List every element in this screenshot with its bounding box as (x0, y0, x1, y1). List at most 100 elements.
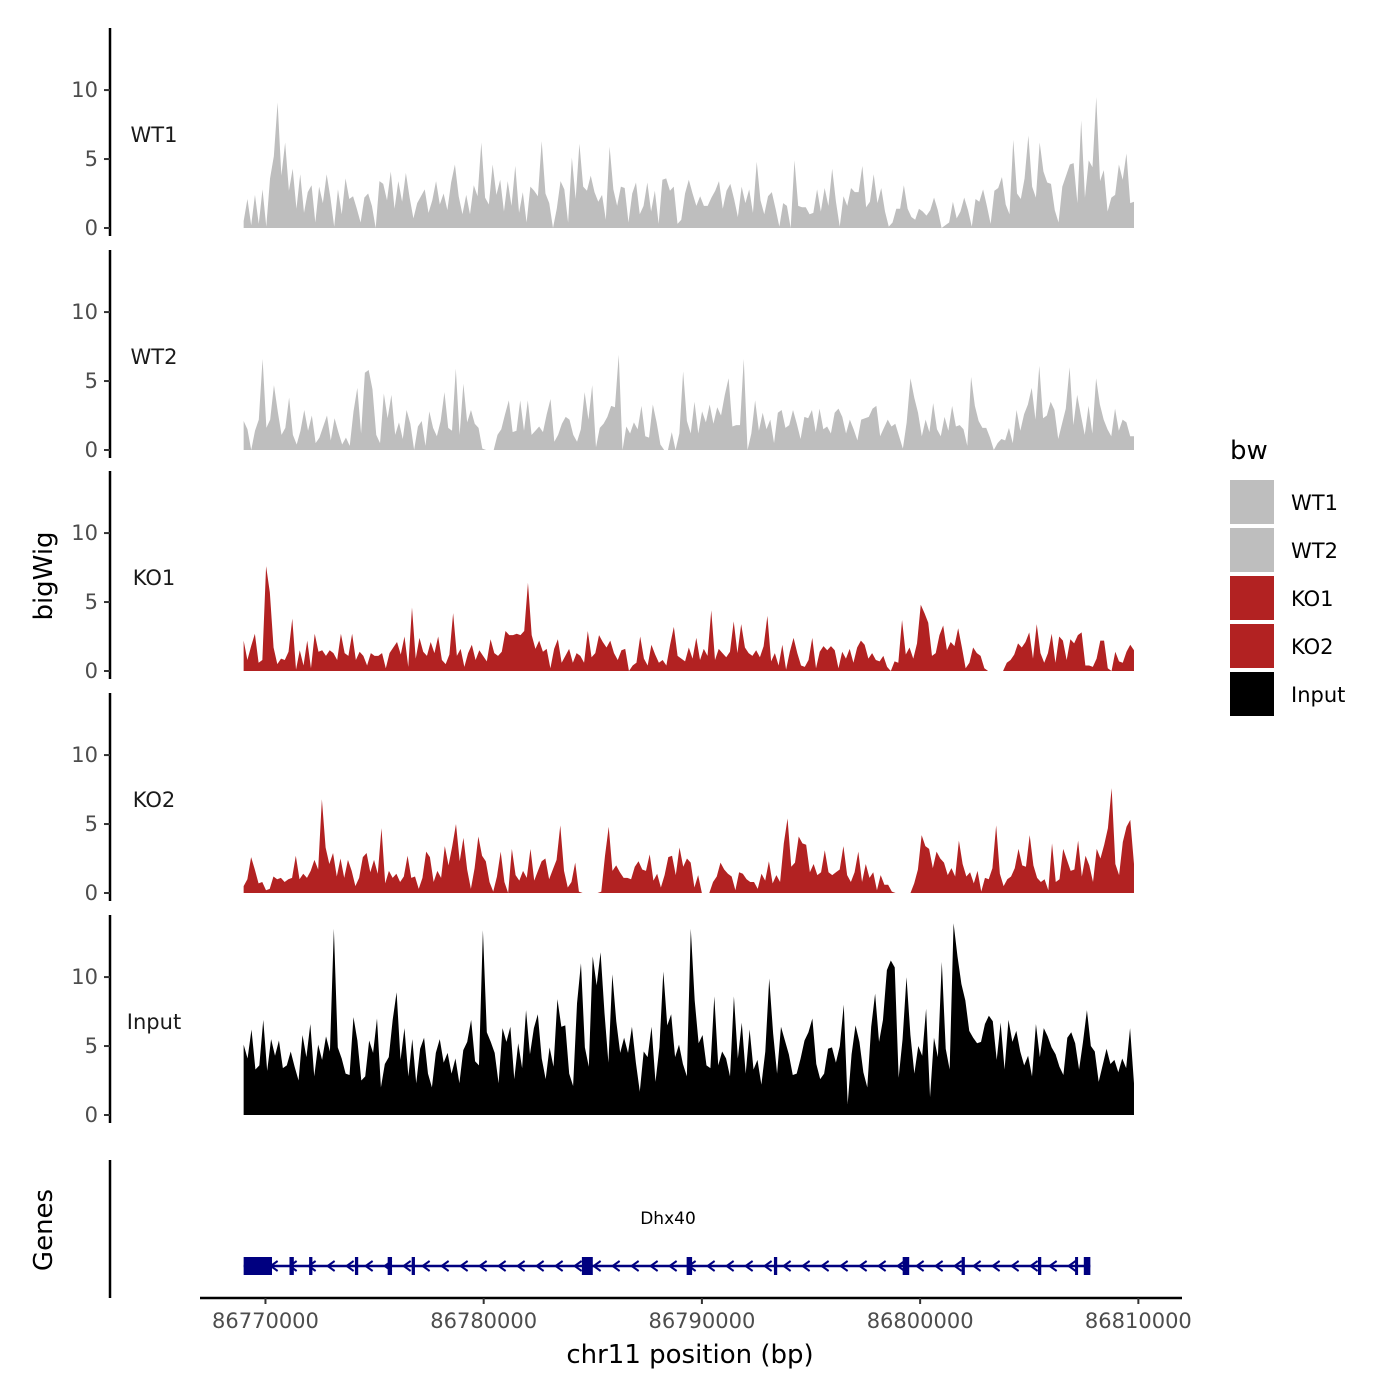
strand-arrow (914, 1260, 925, 1272)
track-label: KO2 (133, 788, 176, 812)
strand-arrow (724, 1260, 735, 1272)
strand-arrow (629, 1260, 640, 1272)
y-tick-label: 0 (85, 659, 98, 683)
track-label: Input (127, 1010, 181, 1034)
genes-axis-title: Genes (29, 1189, 59, 1271)
legend-title: bw (1230, 436, 1268, 466)
strand-arrow (1028, 1260, 1039, 1272)
strand-arrow (591, 1260, 602, 1272)
strand-arrow (515, 1260, 526, 1272)
legend-key (1230, 528, 1274, 572)
strand-arrow (534, 1260, 545, 1272)
track-panel-ko1: 0 5 10 KO1 (71, 471, 1134, 683)
track-label: WT1 (131, 123, 178, 147)
strand-arrow (648, 1260, 659, 1272)
exon (243, 1257, 273, 1275)
legend-key (1230, 624, 1274, 668)
exon (289, 1257, 294, 1275)
exon (902, 1257, 910, 1275)
strand-arrow (306, 1260, 317, 1272)
exon (1075, 1257, 1079, 1275)
legend-key (1230, 480, 1274, 524)
strand-arrow (971, 1260, 982, 1272)
y-tick-label: 10 (71, 78, 98, 102)
legend-label: WT1 (1291, 491, 1338, 515)
strand-arrow (325, 1260, 336, 1272)
signal-area (243, 96, 1134, 228)
exon (387, 1257, 393, 1275)
strand-arrow (743, 1260, 754, 1272)
strand-arrow (1047, 1260, 1058, 1272)
strand-arrow (819, 1260, 830, 1272)
y-tick-label: 0 (85, 1103, 98, 1127)
y-tick-label: 5 (85, 1034, 98, 1058)
signal-area (243, 788, 1134, 893)
exon (1037, 1257, 1042, 1275)
y-tick-label: 10 (71, 300, 98, 324)
x-tick-label: 86780000 (430, 1309, 537, 1333)
track-panel-ko2: 0 5 10 KO2 (71, 693, 1134, 905)
strand-arrow (420, 1260, 431, 1272)
strand-arrow (838, 1260, 849, 1272)
x-tick-label: 86800000 (867, 1309, 974, 1333)
strand-arrow (1009, 1260, 1020, 1272)
strand-arrow (781, 1260, 792, 1272)
exon (354, 1257, 359, 1275)
signal-panels: 0 5 10 WT1 0 5 10 WT2 0 5 10 KO1 0 5 10 KO2 0 5 10 Input (71, 28, 1134, 1127)
gene-name-label: Dhx40 (640, 1209, 696, 1229)
track-panel-wt2: 0 5 10 WT2 (71, 250, 1134, 462)
track-label: WT2 (131, 345, 178, 369)
legend-label: WT2 (1291, 539, 1338, 563)
signal-area (243, 923, 1134, 1115)
strand-arrow (610, 1260, 621, 1272)
x-tick-label: 86790000 (648, 1309, 755, 1333)
y-tick-label: 0 (85, 881, 98, 905)
x-tick-label: 86770000 (212, 1309, 319, 1333)
legend-label: Input (1291, 683, 1345, 707)
x-tick-label: 86810000 (1085, 1309, 1192, 1333)
strand-arrow (933, 1260, 944, 1272)
strand-arrow (667, 1260, 678, 1272)
y-tick-label: 10 (71, 521, 98, 545)
legend-label: KO2 (1291, 635, 1334, 659)
track-label: KO1 (133, 566, 176, 590)
exon (686, 1257, 693, 1275)
x-axis: 86770000 86780000 86790000 86800000 86810000 (200, 1296, 1192, 1333)
strand-arrow (344, 1260, 355, 1272)
strand-arrow (496, 1260, 507, 1272)
y-tick-label: 10 (71, 743, 98, 767)
exon (1083, 1257, 1091, 1275)
signal-area (243, 354, 1134, 450)
strand-arrow (458, 1260, 469, 1272)
strand-arrow (857, 1260, 868, 1272)
y-tick-label: 10 (71, 965, 98, 989)
strand-arrow (990, 1260, 1001, 1272)
y-tick-label: 0 (85, 216, 98, 240)
y-tick-label: 5 (85, 369, 98, 393)
x-axis-title: chr11 position (bp) (566, 1340, 813, 1370)
y-axis-title: bigWig (29, 531, 59, 620)
y-tick-label: 5 (85, 812, 98, 836)
y-tick-label: 5 (85, 590, 98, 614)
exon (411, 1257, 415, 1275)
signal-area (243, 566, 1134, 671)
strand-arrow (363, 1260, 374, 1272)
legend: bw WT1 WT2 KO1 KO2 Input (1230, 436, 1345, 716)
strand-arrow (553, 1260, 564, 1272)
strand-arrow (952, 1260, 963, 1272)
y-tick-label: 0 (85, 438, 98, 462)
legend-label: KO1 (1291, 587, 1334, 611)
exon (961, 1257, 965, 1275)
strand-arrow (572, 1260, 583, 1272)
strand-arrow (1066, 1260, 1077, 1272)
strand-arrow (401, 1260, 412, 1272)
exon (581, 1257, 593, 1275)
genes-track: Dhx40 (108, 1160, 1091, 1298)
legend-key (1230, 672, 1274, 716)
strand-arrow (800, 1260, 811, 1272)
y-tick-label: 5 (85, 147, 98, 171)
track-panel-input: 0 5 10 Input (71, 915, 1134, 1127)
strand-arrow (895, 1260, 906, 1272)
strand-arrow (705, 1260, 716, 1272)
